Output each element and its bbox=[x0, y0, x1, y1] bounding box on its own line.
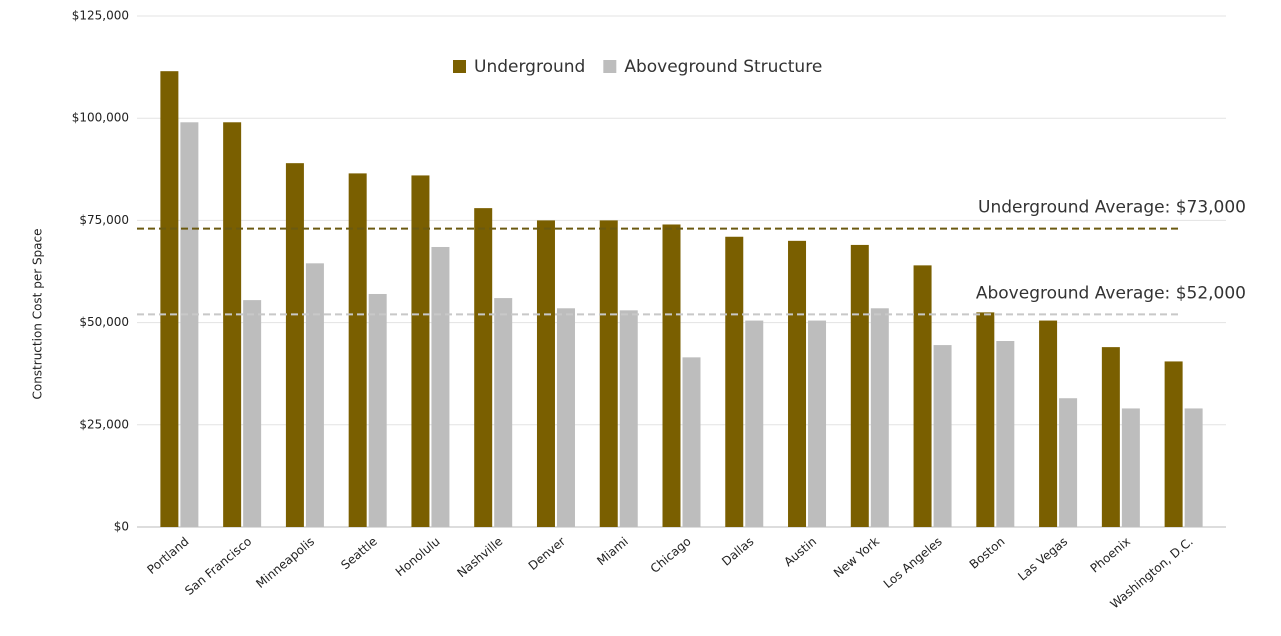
bar bbox=[913, 265, 932, 527]
bar bbox=[160, 71, 179, 528]
bar bbox=[431, 246, 450, 528]
bar bbox=[474, 208, 493, 528]
x-tick-label: Seattle bbox=[338, 534, 380, 572]
reference-label: Aboveground Average: $52,000 bbox=[976, 283, 1246, 303]
y-axis-title: Construction Cost per Space bbox=[31, 228, 45, 399]
x-tick-label: Los Angeles bbox=[881, 534, 945, 591]
bar bbox=[180, 122, 199, 528]
bar bbox=[745, 320, 764, 527]
bar bbox=[368, 293, 387, 527]
x-tick-label: Miami bbox=[594, 534, 631, 568]
x-tick-label: New York bbox=[831, 534, 882, 580]
bar bbox=[662, 224, 681, 527]
bar bbox=[536, 220, 555, 527]
y-tick-label: $100,000 bbox=[72, 111, 129, 125]
bar bbox=[411, 175, 430, 527]
bar bbox=[788, 240, 807, 527]
bar bbox=[599, 220, 618, 527]
bar bbox=[1121, 408, 1140, 527]
x-tick-label: Las Vegas bbox=[1015, 534, 1070, 583]
bar bbox=[223, 122, 242, 528]
bar bbox=[348, 173, 367, 527]
bar bbox=[1184, 408, 1203, 527]
bar bbox=[870, 308, 889, 527]
bar bbox=[1164, 361, 1183, 527]
y-tick-label: $25,000 bbox=[79, 417, 129, 431]
y-tick-label: $0 bbox=[114, 520, 129, 534]
y-tick-label: $50,000 bbox=[79, 315, 129, 329]
bar bbox=[976, 312, 995, 527]
x-tick-label: Phoenix bbox=[1088, 534, 1133, 575]
bar bbox=[1039, 320, 1058, 527]
x-tick-label: Boston bbox=[967, 534, 1008, 571]
x-tick-label: Austin bbox=[781, 534, 819, 569]
x-tick-label: Minneapolis bbox=[253, 534, 317, 591]
x-tick-label: Dallas bbox=[719, 534, 756, 568]
bar bbox=[494, 298, 513, 527]
x-tick-label: Nashville bbox=[454, 534, 505, 580]
x-tick-label: Portland bbox=[144, 534, 191, 577]
x-tick-label: San Francisco bbox=[182, 534, 254, 598]
y-tick-label: $75,000 bbox=[79, 213, 129, 227]
x-tick-label: Chicago bbox=[648, 534, 694, 576]
bar bbox=[933, 345, 952, 527]
x-tick-label: Honolulu bbox=[393, 534, 443, 579]
bar bbox=[305, 263, 324, 527]
bar bbox=[556, 308, 575, 527]
bar bbox=[285, 163, 304, 527]
bar bbox=[1059, 398, 1078, 527]
x-tick-label: Denver bbox=[526, 534, 568, 573]
legend-swatch bbox=[603, 60, 617, 73]
bar bbox=[725, 236, 744, 527]
legend-label: Aboveground Structure bbox=[624, 57, 822, 77]
bar bbox=[243, 300, 262, 527]
reference-label: Underground Average: $73,000 bbox=[978, 198, 1246, 218]
bar bbox=[1101, 347, 1120, 527]
legend-label: Underground bbox=[474, 57, 585, 77]
bar bbox=[619, 310, 638, 527]
legend-swatch bbox=[453, 60, 466, 73]
bar bbox=[808, 320, 827, 527]
bar bbox=[996, 340, 1015, 527]
bar bbox=[850, 244, 869, 528]
bar bbox=[682, 357, 701, 527]
y-tick-label: $125,000 bbox=[72, 9, 129, 23]
